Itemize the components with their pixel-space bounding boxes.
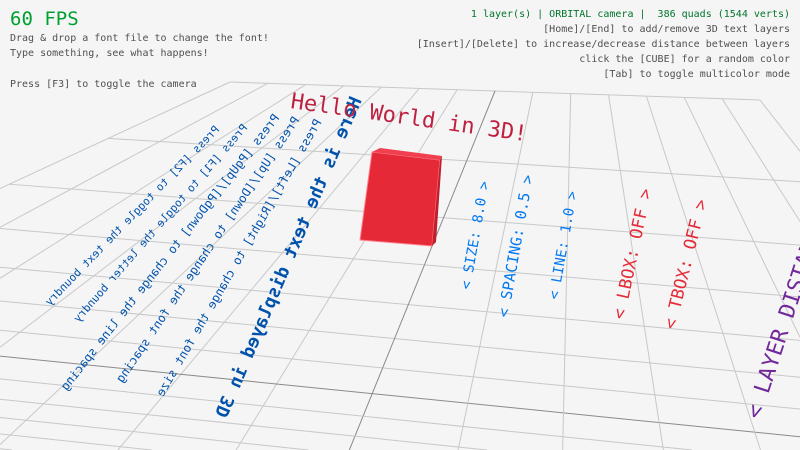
grid-line — [0, 329, 800, 410]
grid-line — [0, 433, 152, 450]
option-label: < LAYER DISTANCE: 0.010 > — [742, 99, 800, 422]
grid-line — [348, 90, 496, 450]
hint-multicolor: [Tab] to toggle multicolor mode — [603, 69, 790, 80]
cube-face-side[interactable] — [432, 156, 442, 246]
grid-line — [759, 99, 800, 152]
help-text-3d: Press [F2] to toggle the text boundry Pr… — [42, 94, 366, 422]
status-line: 1 layer(s) | ORBITAL camera | 386 quads … — [470, 9, 790, 20]
hint-distance: [Insert]/[Delete] to increase/decrease d… — [416, 39, 790, 50]
grid-line — [721, 98, 800, 222]
grid-line — [0, 84, 306, 279]
grid-line — [457, 92, 534, 450]
hint-layers: [Home]/[End] to add/remove 3D text layer… — [543, 24, 790, 35]
grid-line — [0, 300, 800, 378]
grid-line — [0, 398, 488, 450]
hint-cube: click the [CUBE] for a random color — [579, 54, 790, 65]
grid-line — [683, 97, 800, 338]
grid-line — [0, 82, 269, 228]
option-label: < LBOX: OFF > — [609, 187, 656, 321]
hello-world-3d: Hello World in 3D! — [289, 89, 529, 147]
grid-line — [0, 266, 800, 341]
grid-line — [0, 227, 800, 298]
ground-grid — [0, 81, 800, 450]
option-label: < LINE: 1.0 > — [546, 190, 581, 301]
hint-drag-drop: Drag & drop a font file to change the fo… — [10, 33, 269, 44]
grid-line — [562, 93, 572, 450]
grid-line — [0, 378, 693, 450]
option-label: < SIZE: 8.0 > — [458, 180, 493, 291]
grid-line — [0, 85, 344, 348]
grid-line — [117, 88, 420, 450]
cube-face-top[interactable] — [372, 148, 442, 160]
grid-line — [0, 81, 231, 189]
option-label: < TBOX: OFF > — [660, 197, 712, 331]
grid-line — [108, 137, 800, 183]
hint-type: Type something, see what happens! — [10, 48, 209, 59]
grid-line — [235, 89, 458, 450]
fps-counter: 60 FPS — [10, 8, 79, 30]
grid-line — [0, 355, 800, 438]
cube-face-front[interactable] — [359, 151, 441, 247]
grid-line — [0, 416, 309, 450]
hint-camera: Press [F3] to toggle the camera — [10, 79, 197, 90]
grid-line — [608, 94, 664, 450]
cube[interactable] — [359, 148, 442, 247]
grid-line — [645, 95, 761, 450]
option-labels-3d: < SIZE: 8.0 > < SPACING: 0.5 > < LINE: 1.0… — [458, 99, 800, 422]
